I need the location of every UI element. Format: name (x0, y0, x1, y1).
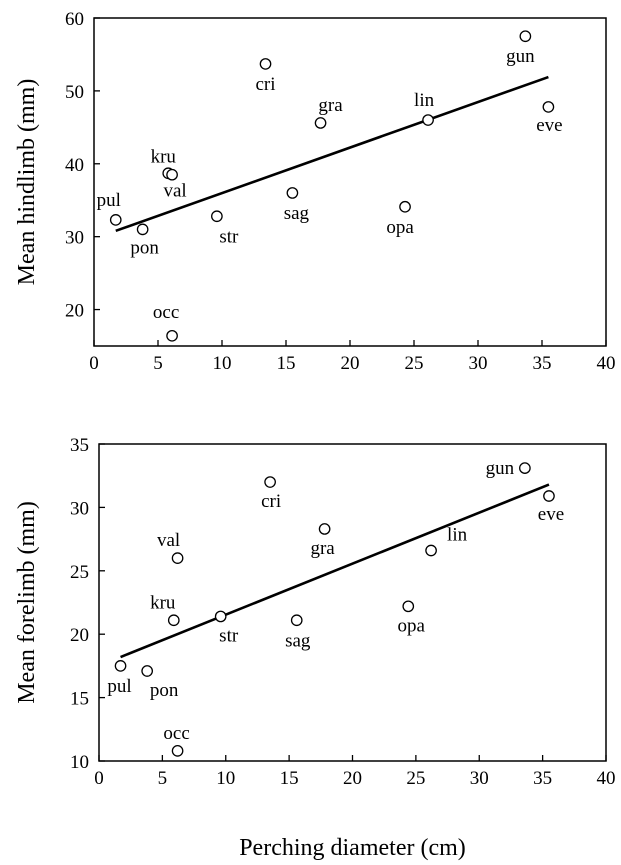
y-tick-label: 20 (70, 625, 89, 646)
data-point-gun (519, 462, 531, 474)
y-tick-label: 10 (70, 752, 89, 773)
data-point-str (211, 210, 223, 223)
point-label-val: val (157, 530, 180, 551)
y-tick-label: 25 (70, 562, 89, 583)
data-point-gra (318, 523, 331, 535)
y-tick-label: 15 (70, 689, 89, 710)
trend-line (115, 75, 549, 233)
point-label-lin: lin (447, 525, 468, 546)
data-point-val (171, 552, 184, 564)
data-point-eve (543, 490, 555, 502)
point-label-sag: sag (285, 630, 311, 651)
point-label-str: str (219, 226, 239, 247)
data-point-pon (141, 665, 154, 677)
x-tick-label: 30 (470, 768, 489, 789)
y-tick-label: 60 (65, 9, 84, 30)
data-point-opa (402, 600, 415, 613)
data-point-gra (314, 117, 327, 129)
x-tick-label: 10 (213, 353, 232, 374)
x-tick-label: 0 (89, 353, 99, 374)
data-point-sag (290, 614, 303, 627)
data-point-lin (422, 114, 434, 126)
x-tick-label: 5 (158, 768, 168, 789)
data-point-eve (542, 101, 555, 113)
data-point-cri (264, 476, 276, 488)
x-tick-label: 20 (343, 768, 362, 789)
x-tick-label: 25 (405, 353, 424, 374)
data-point-occ (166, 329, 178, 342)
point-label-pul: pul (97, 190, 121, 211)
point-label-opa: opa (398, 615, 426, 636)
y-tick-label: 50 (65, 82, 84, 103)
y-axis-title: Mean forelimb (mm) (14, 501, 40, 704)
point-label-str: str (219, 625, 239, 646)
point-label-gun: gun (506, 46, 535, 67)
point-label-kru: kru (150, 592, 176, 613)
point-label-kru: kru (151, 146, 177, 167)
point-label-eve: eve (538, 504, 564, 525)
point-label-occ: occ (153, 302, 179, 323)
forelimb-chart: 0 5 10 15 20 25 30 35 40 10 15 20 25 30 35 Mean forelim… (14, 435, 616, 861)
point-label-pon: pon (130, 237, 159, 258)
y-tick-label: 40 (65, 155, 84, 176)
data-point-str (214, 610, 227, 623)
data-point-sag (286, 187, 299, 199)
point-label-pul: pul (107, 676, 131, 697)
y-tick-label: 20 (65, 301, 84, 322)
x-tick-label: 0 (94, 768, 104, 789)
y-tick-label: 30 (65, 228, 84, 249)
y-tick-label: 30 (70, 498, 89, 519)
x-tick-label: 35 (533, 768, 552, 789)
trend-line (120, 483, 550, 659)
point-label-gra: gra (310, 538, 335, 559)
data-point-lin (425, 544, 437, 557)
point-label-pon: pon (150, 680, 179, 701)
x-tick-label: 35 (533, 353, 552, 374)
point-label-occ: occ (163, 723, 189, 744)
x-tick-label: 20 (341, 353, 360, 374)
point-label-gra: gra (318, 95, 343, 116)
x-tick-label: 40 (597, 768, 616, 789)
point-label-eve: eve (536, 115, 562, 136)
point-label-sag: sag (284, 203, 310, 224)
point-label-opa: opa (386, 217, 414, 238)
x-tick-label: 30 (469, 353, 488, 374)
data-point-opa (399, 200, 411, 213)
y-tick-label: 35 (70, 435, 89, 456)
x-tick-label: 25 (406, 768, 425, 789)
data-point-pul (114, 660, 127, 672)
x-tick-label: 15 (277, 353, 296, 374)
point-label-lin: lin (414, 90, 435, 111)
hindlimb-chart: 0 5 10 15 20 25 30 35 40 20 30 40 50 60 Mean hindlimb … (14, 9, 616, 374)
data-point-pul (109, 214, 122, 226)
y-axis-title: Mean hindlimb (mm) (14, 79, 40, 286)
x-tick-label: 40 (597, 353, 616, 374)
data-point-pon (136, 223, 149, 236)
point-label-val: val (163, 181, 186, 202)
x-axis-title: Perching diameter (cm) (239, 835, 466, 861)
point-label-cri: cri (261, 491, 281, 512)
data-point-cri (259, 58, 272, 70)
x-tick-label: 10 (216, 768, 235, 789)
point-label-gun: gun (486, 458, 515, 479)
data-point-kru (167, 614, 180, 627)
data-point-gun (519, 30, 532, 43)
x-tick-label: 5 (153, 353, 163, 374)
data-point-occ (171, 745, 184, 757)
x-tick-label: 15 (280, 768, 299, 789)
point-label-cri: cri (255, 74, 275, 95)
data-point-val (166, 168, 178, 181)
